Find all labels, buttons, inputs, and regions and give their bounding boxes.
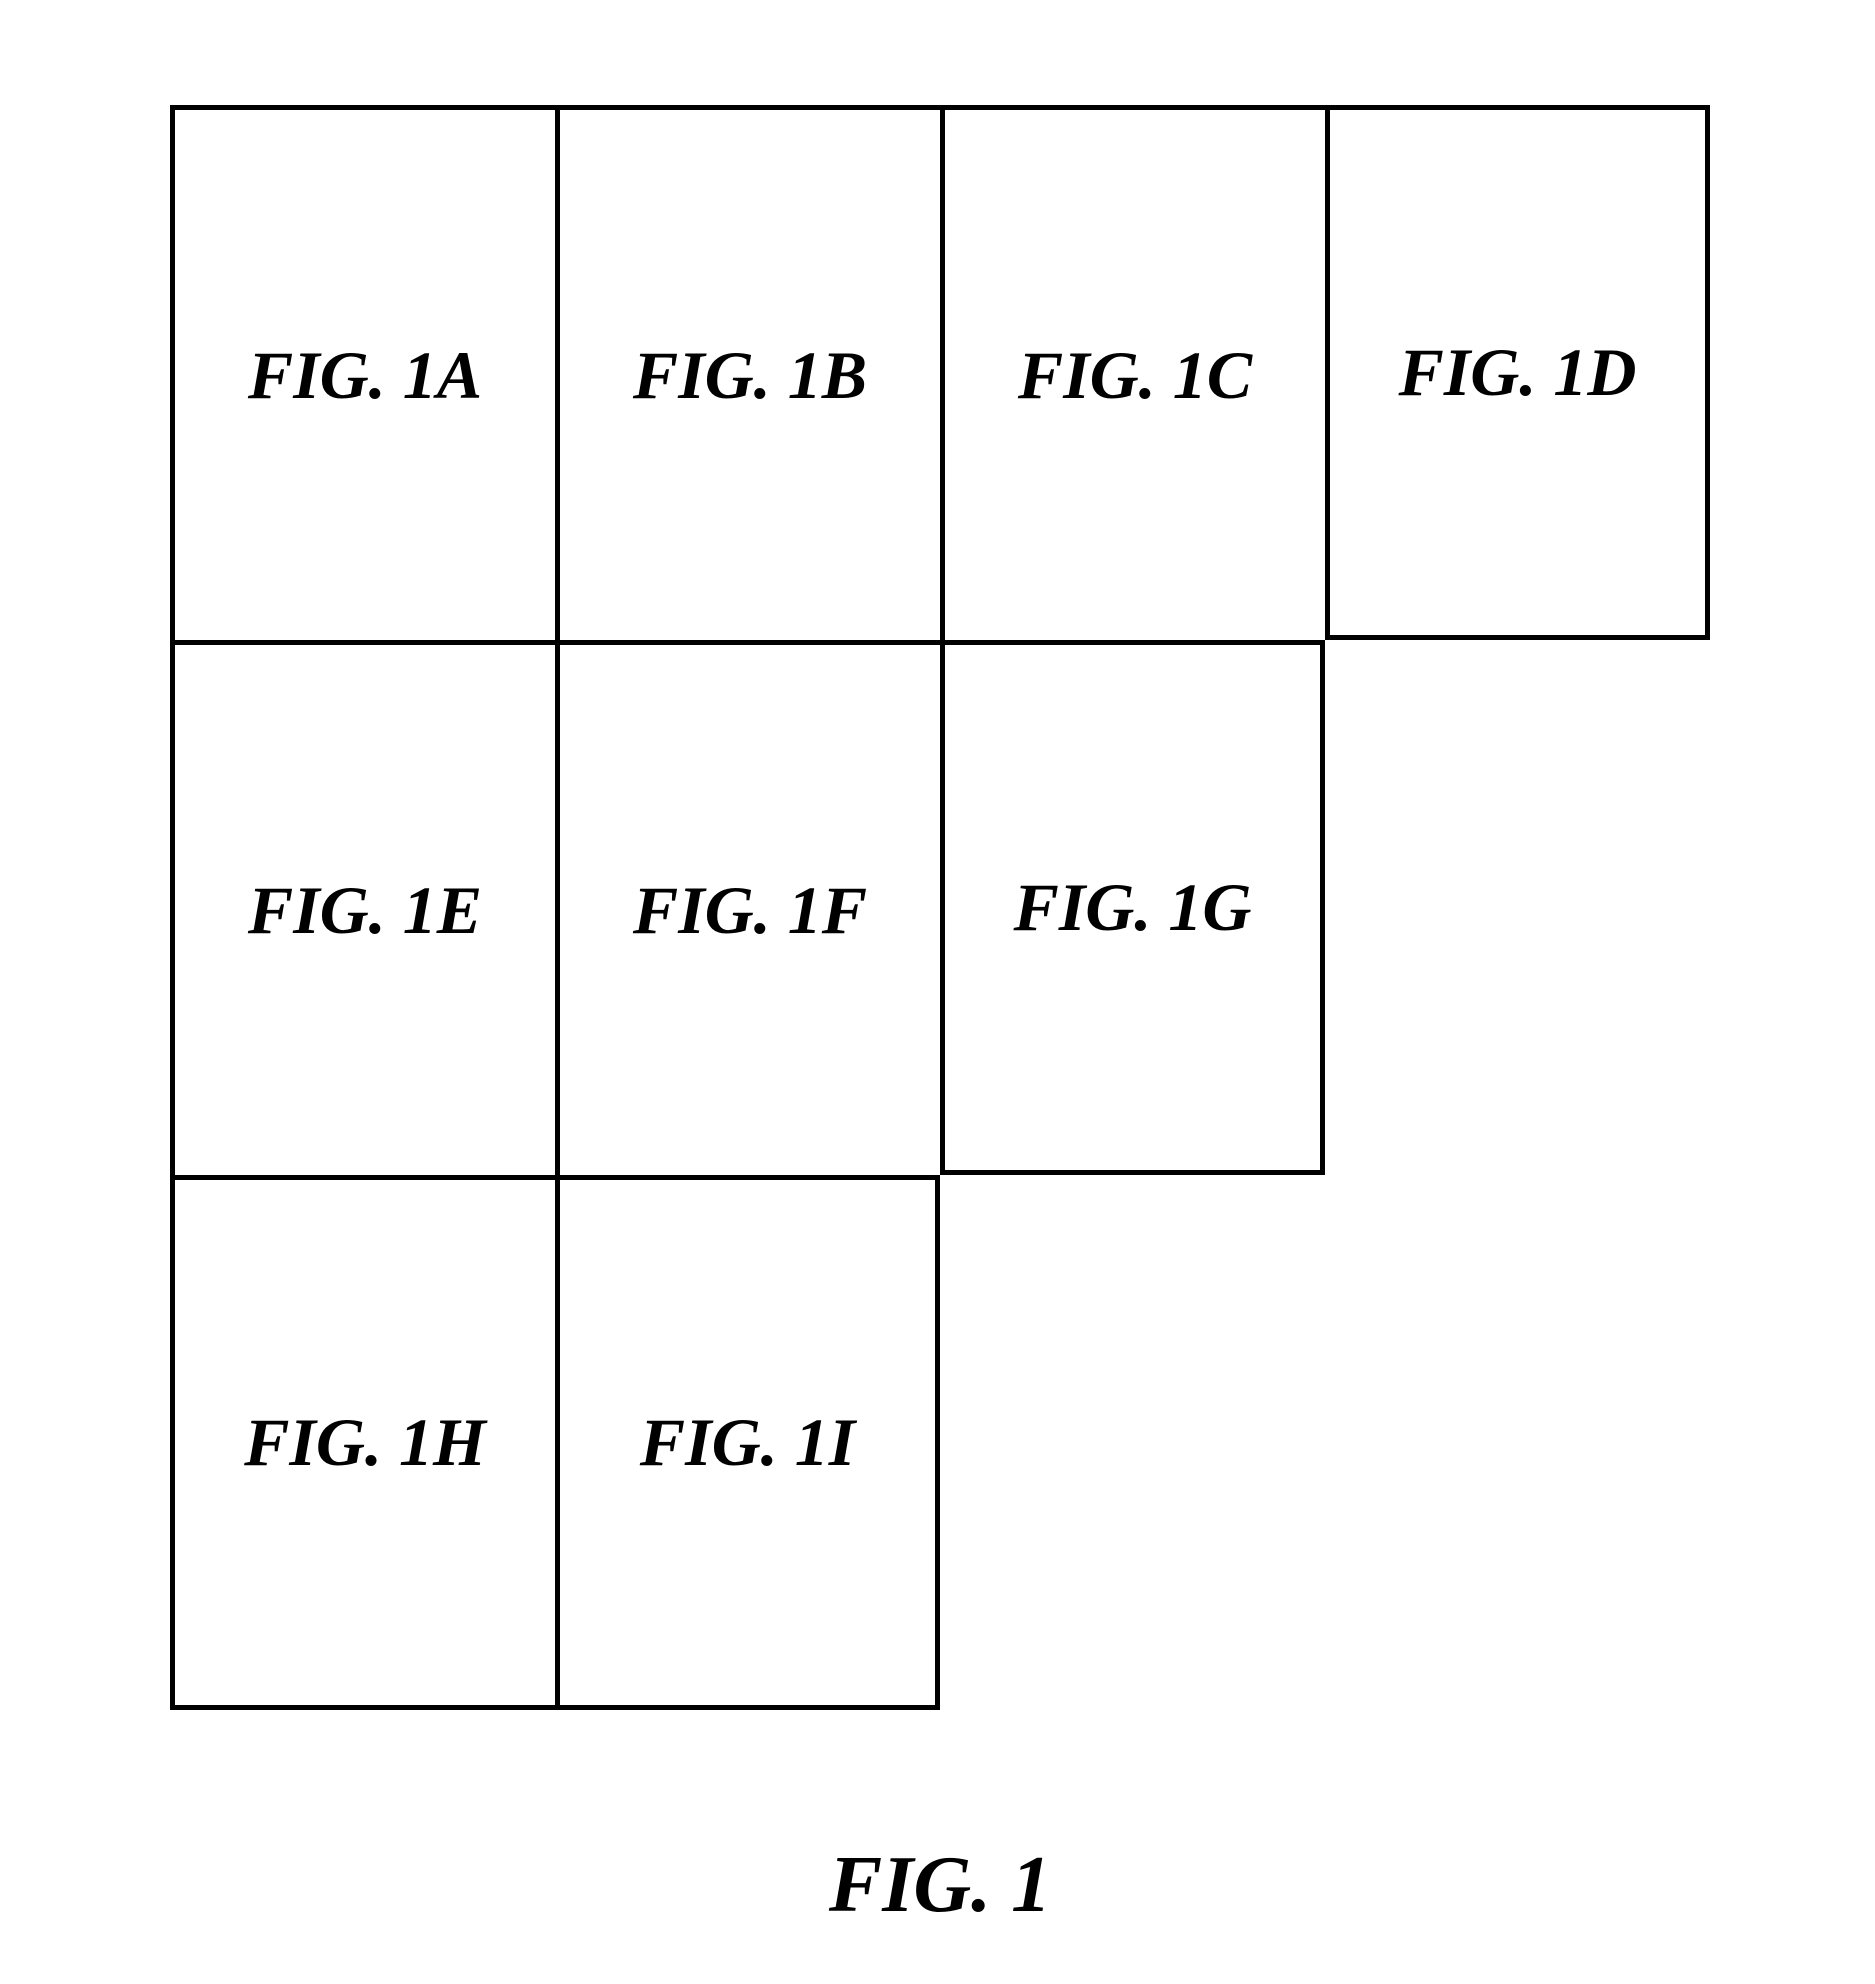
grid-cell: FIG. 1C: [940, 105, 1325, 640]
grid-cell: FIG. 1H: [170, 1175, 555, 1710]
grid-cell: FIG. 1I: [555, 1175, 940, 1710]
grid-cell: FIG. 1E: [170, 640, 555, 1175]
grid-cell-label: FIG. 1I: [640, 1403, 855, 1482]
grid-cell-label: FIG. 1C: [1018, 336, 1252, 415]
grid-cell-label: FIG. 1H: [244, 1403, 486, 1482]
grid-cell-label: FIG. 1B: [633, 336, 867, 415]
figure-grid: FIG. 1A FIG. 1B FIG. 1C FIG. 1D FIG. 1E FIG. …: [170, 105, 1710, 1710]
grid-cell-label: FIG. 1G: [1013, 868, 1251, 947]
figure-caption: FIG. 1: [770, 1840, 1110, 1931]
grid-cell: FIG. 1D: [1325, 105, 1710, 640]
grid-cell: FIG. 1B: [555, 105, 940, 640]
grid-cell-label: FIG. 1F: [633, 871, 867, 950]
figure-page: FIG. 1A FIG. 1B FIG. 1C FIG. 1D FIG. 1E FIG. …: [0, 0, 1875, 1984]
grid-cell: FIG. 1G: [940, 640, 1325, 1175]
grid-cell-label: FIG. 1D: [1398, 333, 1636, 412]
grid-cell-label: FIG. 1A: [248, 336, 482, 415]
grid-cell: FIG. 1A: [170, 105, 555, 640]
grid-cell: FIG. 1F: [555, 640, 940, 1175]
grid-cell-label: FIG. 1E: [248, 871, 482, 950]
